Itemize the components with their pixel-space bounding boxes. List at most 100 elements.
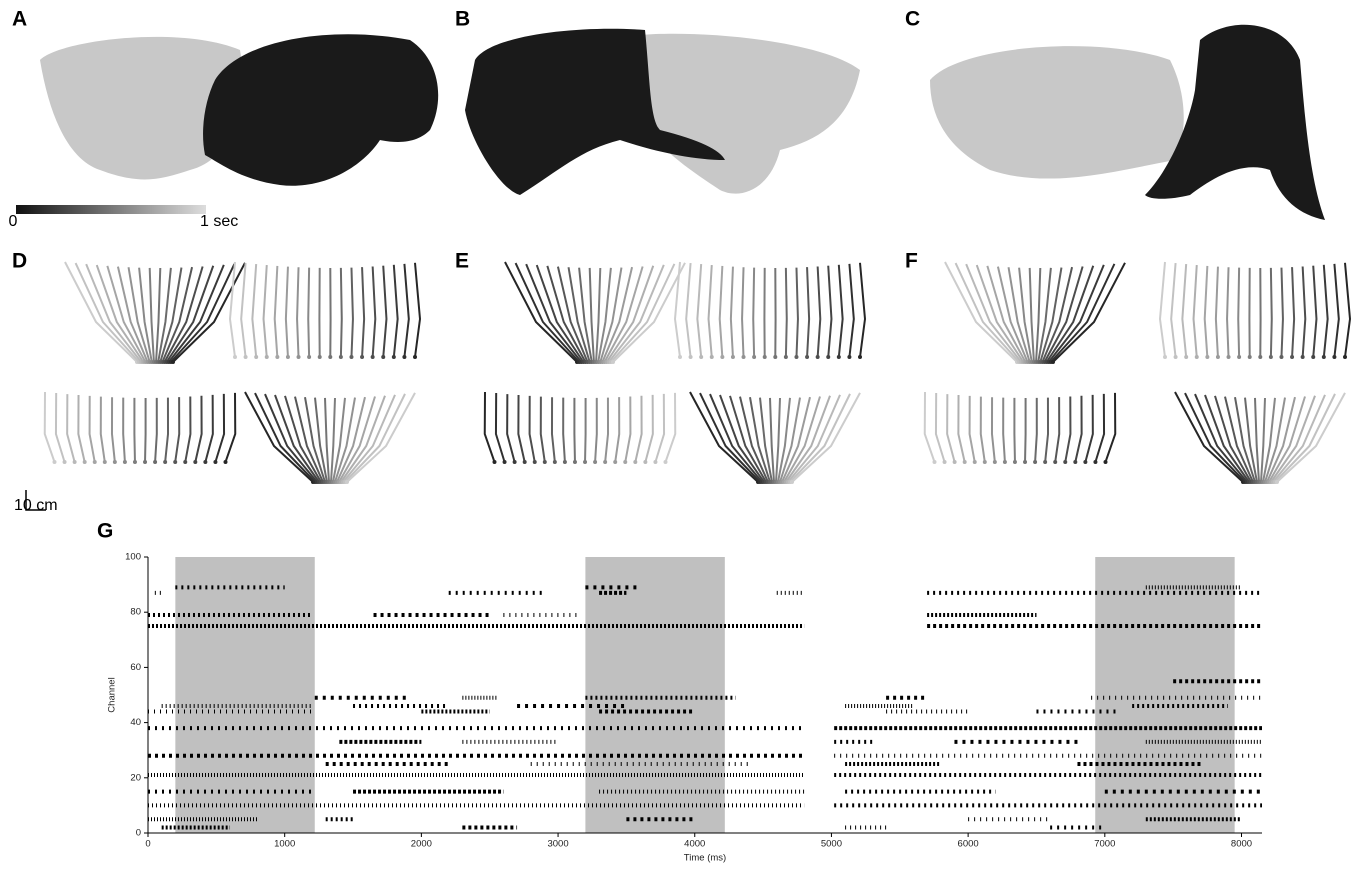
stick-joint: [1163, 355, 1167, 359]
stick: [530, 396, 535, 462]
stick: [45, 392, 55, 462]
stick: [796, 268, 797, 357]
stick-joint: [1174, 355, 1178, 359]
stick: [1085, 395, 1092, 462]
stick-joint: [349, 355, 353, 359]
stick: [1055, 397, 1059, 462]
stick: [1281, 268, 1282, 357]
stick-joint: [1013, 460, 1017, 464]
stick-figures: [45, 262, 1350, 484]
stick-joint: [1311, 355, 1315, 359]
stick: [341, 268, 342, 357]
stick-joint: [328, 355, 332, 359]
stick: [67, 394, 74, 462]
stick-joint: [664, 460, 668, 464]
panel-label: C: [905, 8, 920, 31]
y-tick-label: 0: [136, 828, 141, 839]
stick: [750, 397, 770, 482]
stick: [1235, 397, 1255, 482]
stick-joint: [858, 355, 862, 359]
stick-joint: [816, 355, 820, 359]
stick: [264, 265, 267, 357]
stick: [230, 262, 235, 357]
stick: [1227, 267, 1228, 357]
stick-joint: [837, 355, 841, 359]
stick-joint: [413, 355, 417, 359]
stick: [394, 265, 398, 357]
stick-joint: [53, 460, 57, 464]
stick: [605, 398, 608, 462]
stick: [1303, 266, 1306, 357]
stick: [780, 398, 800, 482]
stick-joint: [83, 460, 87, 464]
stick-joint: [286, 355, 290, 359]
stick: [160, 268, 181, 362]
panel-label: G: [97, 520, 113, 543]
stick: [335, 398, 355, 482]
stick-joint: [183, 460, 187, 464]
stick: [1324, 265, 1328, 357]
stick: [1345, 263, 1350, 357]
stick: [241, 263, 245, 357]
stick-joint: [790, 480, 794, 484]
stick: [569, 267, 590, 362]
stick-joint: [623, 460, 627, 464]
stick: [947, 394, 954, 462]
stick: [78, 395, 84, 462]
stick-joint: [275, 355, 279, 359]
stick-joint: [1322, 355, 1326, 359]
stick: [709, 265, 712, 357]
stick-joint: [710, 355, 714, 359]
x-tick-label: 6000: [958, 839, 979, 850]
stick-joint: [360, 355, 364, 359]
stick: [849, 264, 853, 357]
point-cloud-a: [40, 34, 438, 185]
stick-joint: [63, 460, 67, 464]
stick: [90, 396, 95, 462]
stick: [1313, 266, 1316, 357]
stick-joint: [1093, 460, 1097, 464]
stick-joint: [1275, 480, 1279, 484]
stick: [195, 396, 201, 462]
stick-joint: [402, 355, 406, 359]
stick: [101, 397, 105, 462]
stick-joint: [345, 480, 349, 484]
stick-joint: [1279, 355, 1283, 359]
stick: [129, 267, 150, 362]
stick: [205, 395, 212, 462]
stick-joint: [193, 460, 197, 464]
stick: [574, 398, 575, 462]
stick: [981, 397, 985, 462]
stick: [1171, 263, 1175, 357]
stick: [308, 268, 309, 357]
stick: [485, 392, 495, 462]
stick: [496, 393, 505, 462]
stick-joint: [773, 355, 777, 359]
stick-joint: [103, 460, 107, 464]
panel-label: E: [455, 250, 469, 273]
stick: [1194, 265, 1197, 357]
stick: [286, 267, 288, 357]
stick: [1009, 267, 1030, 362]
stick: [362, 267, 364, 357]
stick: [165, 398, 168, 462]
stick: [1271, 268, 1272, 357]
stick: [958, 395, 964, 462]
stick: [686, 263, 690, 357]
panel-label: F: [905, 250, 918, 273]
stick-joint: [1205, 355, 1209, 359]
stick-joint: [213, 460, 217, 464]
x-tick-label: 1000: [274, 839, 295, 850]
stick-joint: [533, 460, 537, 464]
stick-joint: [563, 460, 567, 464]
stick-joint: [381, 355, 385, 359]
stick-joint: [1073, 460, 1077, 464]
stick-joint: [244, 355, 248, 359]
stick: [563, 398, 565, 462]
stick: [936, 393, 945, 462]
y-axis-label: Channel: [107, 677, 118, 712]
stick-joint: [1033, 460, 1037, 464]
stick: [970, 396, 975, 462]
y-tick-label: 100: [125, 552, 141, 563]
